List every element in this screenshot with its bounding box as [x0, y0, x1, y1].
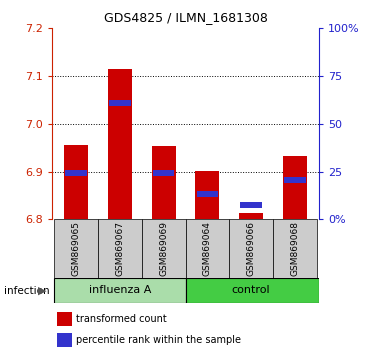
- Bar: [196, 171, 219, 219]
- Text: control: control: [232, 285, 270, 295]
- Bar: [239, 213, 263, 219]
- Text: GSM869067: GSM869067: [115, 221, 124, 276]
- Text: transformed count: transformed count: [76, 314, 167, 324]
- Bar: [108, 69, 132, 219]
- Bar: [153, 170, 174, 176]
- Text: GSM869065: GSM869065: [72, 221, 81, 276]
- Bar: [283, 156, 307, 219]
- Text: GSM869066: GSM869066: [247, 221, 256, 276]
- Bar: [57, 312, 72, 326]
- Text: percentile rank within the sample: percentile rank within the sample: [76, 335, 241, 345]
- Text: GSM869064: GSM869064: [203, 221, 212, 276]
- Bar: [98, 219, 142, 278]
- Bar: [152, 146, 175, 219]
- Bar: [229, 219, 273, 278]
- Bar: [57, 333, 72, 347]
- Title: GDS4825 / ILMN_1681308: GDS4825 / ILMN_1681308: [104, 11, 267, 24]
- Bar: [197, 191, 218, 196]
- Bar: [54, 219, 98, 278]
- Text: ▶: ▶: [39, 286, 47, 296]
- Text: GSM869069: GSM869069: [159, 221, 168, 276]
- Bar: [54, 278, 186, 303]
- Bar: [64, 145, 88, 219]
- Bar: [186, 278, 319, 303]
- Bar: [65, 170, 87, 176]
- Text: influenza A: influenza A: [89, 285, 151, 295]
- Bar: [186, 219, 229, 278]
- Text: GSM869068: GSM869068: [290, 221, 299, 276]
- Bar: [284, 177, 306, 183]
- Bar: [240, 202, 262, 207]
- Bar: [109, 101, 131, 106]
- Bar: [142, 219, 186, 278]
- Bar: [273, 219, 317, 278]
- Text: infection: infection: [4, 286, 49, 296]
